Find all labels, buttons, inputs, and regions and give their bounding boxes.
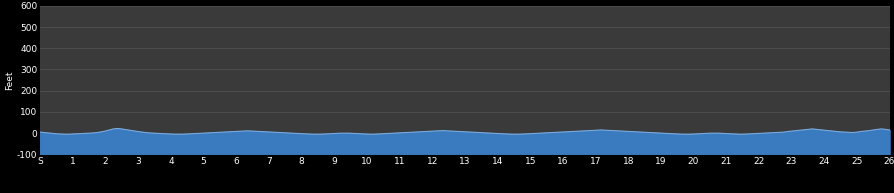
Y-axis label: Feet: Feet	[5, 70, 14, 90]
